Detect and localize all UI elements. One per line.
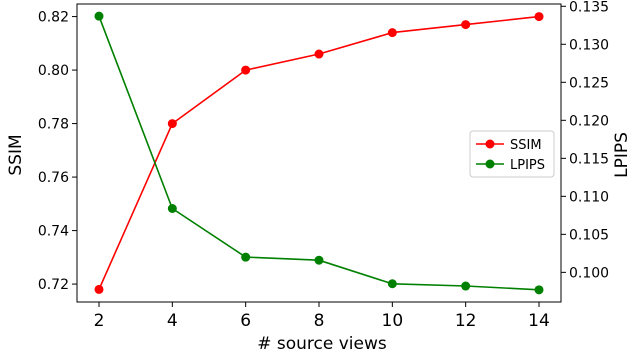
x-axis-label: # source views (257, 334, 387, 354)
ssim-point (167, 119, 177, 129)
y-tick-label-right: 0.125 (569, 75, 609, 91)
y-tick-label-right: 0.120 (569, 113, 609, 129)
ssim-point (94, 284, 104, 294)
lpips-point (94, 11, 104, 21)
x-tick-label: 12 (455, 311, 477, 331)
x-tick-label: 10 (382, 311, 404, 331)
lpips-point (241, 252, 251, 262)
y-tick-label-left: 0.72 (38, 277, 69, 293)
ssim-point (534, 12, 544, 22)
legend-marker-ssim (485, 139, 495, 149)
y-axis-label-left: SSIM (6, 134, 26, 175)
y-tick-label-left: 0.80 (38, 63, 69, 79)
ssim-point (461, 20, 471, 30)
legend: SSIM LPIPS (469, 130, 555, 178)
x-tick-label: 8 (314, 311, 325, 331)
ssim-point (314, 49, 324, 59)
plot-area (94, 11, 544, 295)
y-tick-label-left: 0.74 (38, 224, 69, 240)
ssim-point (241, 65, 251, 75)
lpips-point (461, 281, 471, 291)
x-tick-label: 4 (167, 311, 178, 331)
y-tick-label-right: 0.130 (569, 37, 609, 53)
y-tick-label-left: 0.82 (38, 10, 69, 26)
y-tick-label-left: 0.78 (38, 117, 69, 133)
y-tick-label-right: 0.135 (569, 0, 609, 15)
x-tick-label: 6 (240, 311, 251, 331)
x-tick-label: 14 (528, 311, 550, 331)
lpips-point (314, 255, 324, 265)
legend-label-ssim: SSIM (510, 138, 542, 153)
axes: 2 4 6 8 10 12 14 0.72 0.74 0.76 0.78 0.80 0.82 0.100 0… (38, 0, 609, 331)
y-tick-label-right: 0.110 (569, 189, 609, 205)
y-tick-label-right: 0.105 (569, 227, 609, 243)
x-tick-label: 2 (94, 311, 105, 331)
lpips-point (387, 279, 397, 289)
legend-marker-lpips (485, 159, 495, 169)
lpips-point (534, 285, 544, 295)
y-tick-label-right: 0.100 (569, 265, 609, 281)
ssim-point (387, 28, 397, 38)
y-axis-label-right: LPIPS (612, 132, 632, 178)
y-tick-label-right: 0.115 (569, 151, 609, 167)
lpips-point (167, 203, 177, 213)
y-tick-label-left: 0.76 (38, 170, 69, 186)
legend-label-lpips: LPIPS (510, 158, 545, 173)
